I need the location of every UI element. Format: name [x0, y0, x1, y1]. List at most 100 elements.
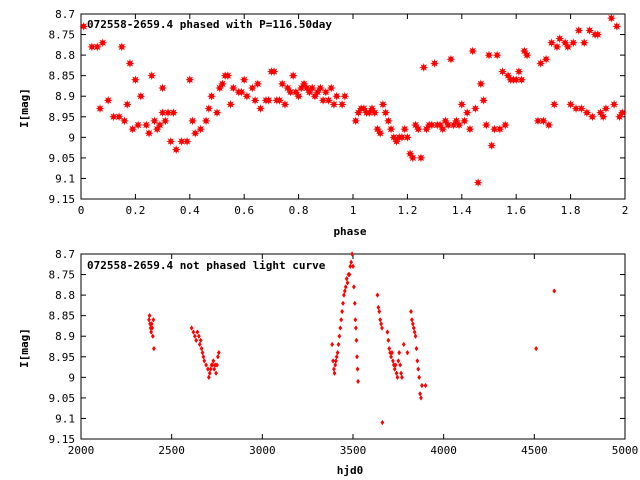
bottom-x-tick-label: 2000 [68, 444, 95, 457]
data-point [226, 100, 235, 109]
bottom-x-tick-label: 5000 [612, 444, 639, 457]
data-point [191, 329, 196, 335]
data-point [607, 13, 616, 23]
data-point [386, 337, 391, 344]
data-point [337, 333, 342, 339]
data-point [395, 374, 400, 381]
data-point [253, 79, 263, 89]
data-point [208, 366, 213, 372]
top-x-tick-label: 0.4 [180, 204, 200, 217]
data-point [318, 95, 328, 105]
data-point [419, 382, 424, 389]
data-point [348, 263, 353, 270]
data-point [593, 30, 603, 39]
data-point [354, 337, 359, 344]
data-point [399, 370, 403, 376]
data-point [534, 345, 539, 352]
bottom-chart-title: 072558-2659.4 not phased light curve [87, 259, 326, 272]
data-point [332, 370, 337, 376]
top-y-tick-label: 8.95 [49, 111, 76, 124]
data-point [517, 75, 527, 85]
data-point [574, 26, 584, 35]
top-x-tick-label: 0.6 [234, 204, 254, 217]
bottom-y-tick-label: 8.9 [55, 330, 75, 343]
data-point [552, 42, 562, 52]
data-point [460, 116, 469, 126]
data-point [401, 341, 406, 348]
data-point [275, 95, 284, 105]
data-point [596, 108, 605, 118]
data-point [201, 116, 211, 126]
data-point [345, 280, 350, 286]
data-point [339, 317, 344, 323]
data-point [376, 304, 381, 311]
data-point [286, 87, 295, 97]
bottom-y-tick-label: 9.05 [49, 392, 76, 405]
bottom-plot-frame [80, 253, 626, 440]
data-point [380, 325, 384, 331]
data-point [189, 325, 194, 331]
top-axis-ticks: 0 0.2 0.4 0.6 0.8 1 1.2 1.4 1.6 1.8 2 8.7 8.75 8.8 8.8… [49, 8, 629, 217]
data-point [405, 349, 410, 356]
bottom-x-tick-label: 4000 [430, 444, 457, 457]
data-point [454, 120, 464, 130]
data-point [601, 104, 611, 113]
top-y-tick-label: 8.85 [49, 70, 76, 83]
data-point [396, 358, 401, 364]
data-point [158, 83, 167, 93]
top-x-tick-label: 2 [622, 204, 629, 217]
data-point [615, 112, 624, 122]
data-point [479, 95, 488, 105]
data-point [334, 358, 338, 364]
data-point [484, 50, 494, 60]
data-point [473, 178, 483, 187]
bottom-x-tick-label: 3000 [249, 444, 276, 457]
data-point [207, 91, 216, 101]
data-point [409, 308, 413, 315]
bottom-x-tick-label: 4500 [521, 444, 548, 457]
data-point [336, 341, 341, 348]
data-point [207, 370, 212, 376]
data-point [612, 21, 622, 31]
data-point [609, 100, 619, 109]
data-point [536, 58, 546, 68]
data-point [150, 325, 155, 331]
data-point [352, 300, 357, 307]
data-point [416, 366, 421, 372]
data-point [335, 349, 340, 356]
data-point [514, 67, 524, 76]
data-point [351, 263, 355, 270]
top-y-tick-label: 8.9 [55, 90, 75, 103]
data-point [577, 104, 586, 113]
data-point [315, 83, 325, 93]
data-point [375, 128, 385, 138]
data-point [204, 362, 209, 368]
data-point [430, 58, 439, 68]
data-point [340, 91, 350, 101]
data-point [122, 100, 132, 109]
data-point [117, 42, 127, 52]
data-point [419, 395, 423, 401]
data-point [416, 153, 426, 163]
data-point [280, 100, 290, 109]
data-point [443, 120, 453, 130]
data-point [277, 79, 287, 89]
data-point [171, 145, 181, 155]
data-point [237, 87, 246, 97]
data-point [398, 362, 403, 368]
data-point [353, 325, 358, 331]
bottom-y-tick-label: 8.75 [49, 269, 76, 282]
top-y-tick-label: 9.15 [49, 193, 76, 206]
data-point [462, 108, 472, 118]
data-point [341, 300, 345, 307]
bottom-data-points [147, 251, 557, 426]
data-point [390, 358, 395, 364]
data-point [549, 100, 559, 109]
data-point [150, 116, 159, 126]
data-point [98, 38, 108, 48]
top-y-tick-label: 8.75 [49, 29, 76, 42]
top-y-tick-label: 8.7 [55, 8, 75, 21]
data-point [256, 104, 265, 113]
data-point [340, 308, 345, 315]
